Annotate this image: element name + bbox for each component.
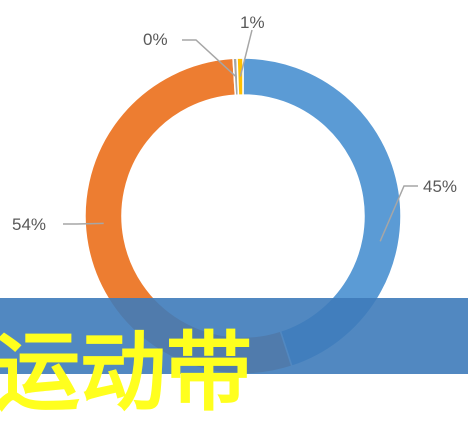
leader-line bbox=[379, 185, 418, 242]
labels-group: 45% 54% 0% 1% bbox=[12, 13, 457, 242]
data-label: 1% bbox=[240, 13, 265, 32]
leader-line bbox=[182, 39, 237, 78]
data-label: 54% bbox=[12, 215, 46, 234]
leader-line bbox=[239, 29, 253, 77]
data-label: 0% bbox=[143, 30, 168, 49]
doughnut-chart: 45% 54% 0% 1% bbox=[12, 13, 457, 374]
data-label: 45% bbox=[423, 177, 457, 196]
leader-line bbox=[63, 222, 104, 225]
slice-1pct bbox=[236, 57, 244, 96]
overlay-banner-text: 运动带 bbox=[0, 323, 252, 423]
overlay-banner bbox=[0, 298, 468, 374]
